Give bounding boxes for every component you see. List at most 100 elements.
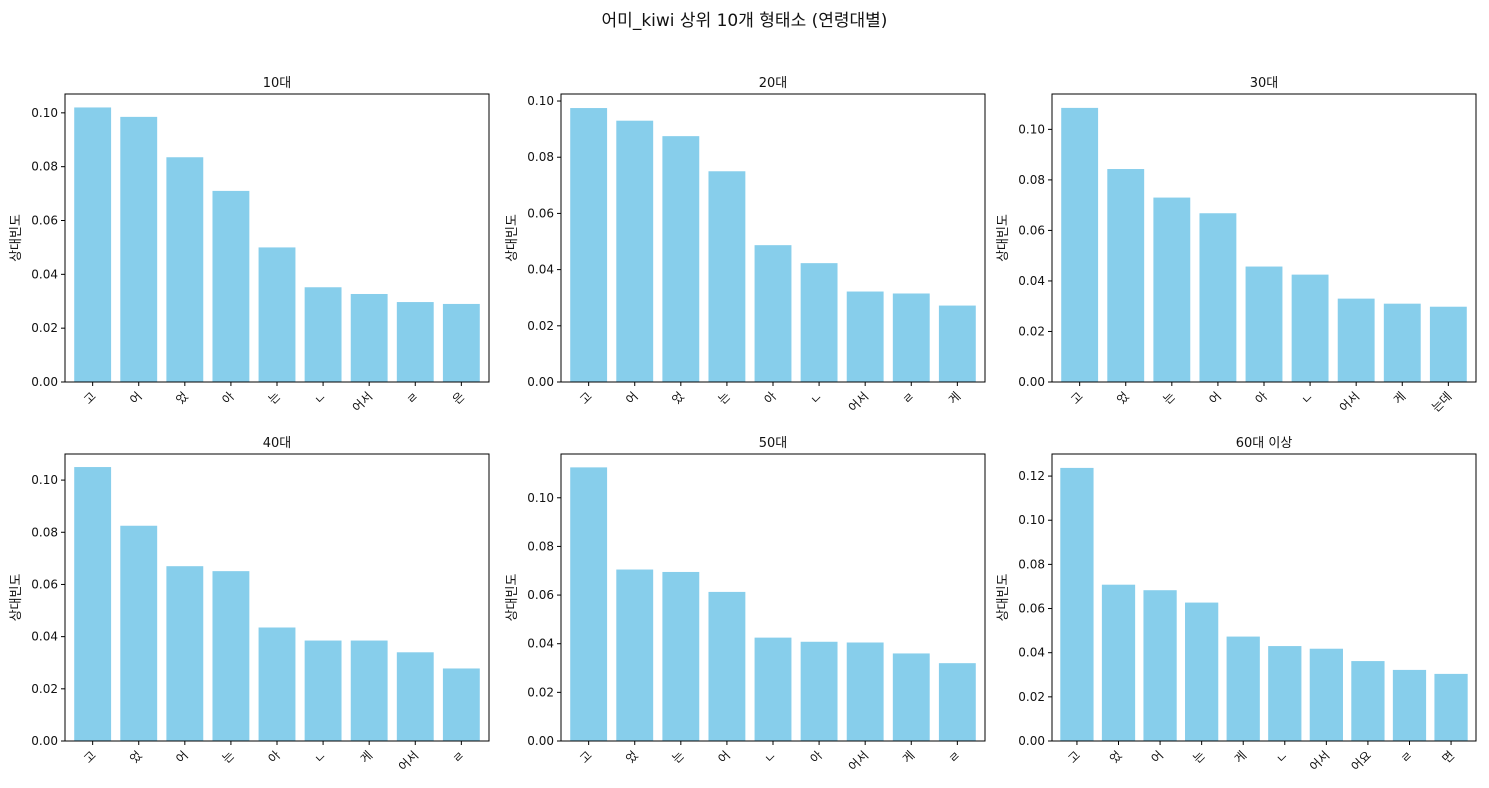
y-tick-label: 0.06 xyxy=(31,214,58,228)
y-tick-label: 0.06 xyxy=(1018,602,1045,616)
bar-3 xyxy=(1143,590,1177,741)
bar-1 xyxy=(1060,467,1094,741)
bar-7 xyxy=(350,293,388,382)
y-tick-label: 0.02 xyxy=(31,321,58,335)
y-tick-label: 0.04 xyxy=(31,267,58,281)
x-tick-label: 어 xyxy=(1206,389,1224,407)
bar-9 xyxy=(442,668,480,741)
x-tick-label: 은 xyxy=(450,389,468,407)
subplot-title: 10대 xyxy=(263,76,292,91)
x-tick-label: 었 xyxy=(1107,748,1125,766)
x-tick-label: 었 xyxy=(669,389,687,407)
bar-3 xyxy=(166,566,204,741)
bar-9 xyxy=(1429,306,1467,382)
bar-1 xyxy=(1061,107,1099,382)
y-tick-label: 0.10 xyxy=(1018,122,1045,136)
x-tick-label: ㄴ xyxy=(807,389,825,407)
x-tick-label: ㄴ xyxy=(311,748,329,766)
x-tick-label: 고 xyxy=(1065,748,1083,766)
x-tick-label: ㄹ xyxy=(450,748,468,766)
x-tick-label: 어서 xyxy=(846,389,872,415)
x-tick-label: 고 xyxy=(577,389,595,407)
x-tick-label: 아 xyxy=(761,389,779,407)
x-tick-label: 고 xyxy=(1068,389,1086,407)
y-tick-label: 0.00 xyxy=(31,375,58,389)
x-tick-label: 아 xyxy=(265,748,283,766)
x-tick-label: 고 xyxy=(577,748,595,766)
y-axis-label: 상대빈도 xyxy=(996,214,1011,262)
bar-7 xyxy=(1337,298,1375,382)
x-tick-label: 게 xyxy=(1232,748,1250,766)
bar-8 xyxy=(892,293,930,382)
x-tick-label: 어 xyxy=(715,748,733,766)
bar-5 xyxy=(1226,636,1260,741)
x-tick-label: 었 xyxy=(127,748,145,766)
bar-5 xyxy=(1245,266,1283,382)
bar-8 xyxy=(1383,303,1421,382)
bar-10 xyxy=(1434,673,1468,741)
y-tick-label: 0.08 xyxy=(1018,557,1045,571)
y-tick-label: 0.08 xyxy=(31,525,58,539)
bar-6 xyxy=(800,641,838,741)
bar-2 xyxy=(120,525,158,741)
y-tick-label: 0.02 xyxy=(1018,690,1045,704)
bar-9 xyxy=(938,663,976,741)
y-tick-label: 0.02 xyxy=(527,685,554,699)
bar-2 xyxy=(616,569,654,741)
bar-1 xyxy=(570,467,608,741)
y-axis-label: 상대빈도 xyxy=(505,214,520,262)
x-tick-label: 는 xyxy=(669,748,687,766)
x-tick-label: 아 xyxy=(1252,389,1270,407)
y-tick-label: 0.00 xyxy=(527,734,554,748)
bar-9 xyxy=(938,305,976,382)
y-axis-label: 상대빈도 xyxy=(505,574,520,622)
x-tick-label: ㄹ xyxy=(900,389,918,407)
x-tick-label: ㄴ xyxy=(1273,748,1291,766)
x-tick-label: 어서 xyxy=(396,748,422,774)
bar-8 xyxy=(1351,661,1385,741)
y-axis-label: 상대빈도 xyxy=(9,214,24,262)
x-tick-label: 어 xyxy=(1148,748,1166,766)
subplot-title: 50대 xyxy=(759,436,788,451)
bar-1 xyxy=(74,107,112,383)
bar-3 xyxy=(166,157,204,382)
x-tick-label: 게 xyxy=(900,748,918,766)
bar-4 xyxy=(1185,602,1219,741)
x-tick-label: 게 xyxy=(1391,389,1409,407)
bar-2 xyxy=(616,120,654,382)
x-tick-label: 게 xyxy=(946,389,964,407)
y-tick-label: 0.06 xyxy=(527,206,554,220)
bar-7 xyxy=(846,291,884,382)
bar-4 xyxy=(212,571,250,741)
y-tick-label: 0.06 xyxy=(527,588,554,602)
subplot-title: 60대 이상 xyxy=(1236,436,1293,451)
x-tick-label: ㄴ xyxy=(1298,389,1316,407)
y-tick-label: 0.04 xyxy=(1018,646,1045,660)
x-tick-label: 어서 xyxy=(350,389,376,415)
y-tick-label: 0.06 xyxy=(31,577,58,591)
bar-1 xyxy=(570,108,608,383)
x-tick-label: 게 xyxy=(358,748,376,766)
bar-1 xyxy=(74,467,112,741)
y-tick-label: 0.10 xyxy=(527,491,554,505)
subplot-title: 40대 xyxy=(263,436,292,451)
bar-4 xyxy=(212,190,250,382)
x-tick-label: 는 xyxy=(715,389,733,407)
bar-6 xyxy=(800,263,838,382)
subplot-2: 0.00 0.02 0.04 0.06 0.08 0.10 고 어 었 는 아 ㄴ 어서 ㄹ 게 20대상대빈… xyxy=(505,76,986,415)
subplot-6: 0.00 0.02 0.04 0.06 0.08 0.10 0.12 고 었 어 는 게 ㄴ 어서 어요 ㄹ 면… xyxy=(996,436,1477,774)
subplot-4: 0.00 0.02 0.04 0.06 0.08 0.10 고 었 어 는 아 ㄴ 게 어서 ㄹ 40대상대빈… xyxy=(9,436,490,774)
y-tick-label: 0.02 xyxy=(1018,324,1045,338)
subplot-1: 0.00 0.02 0.04 0.06 0.08 0.10 고 어 었 아 는 ㄴ 어서 ㄹ 은 10대상대빈… xyxy=(9,76,490,415)
x-tick-label: 는 xyxy=(1160,389,1178,407)
figure-title: 어미_kiwi 상위 10개 형태소 (연령대별) xyxy=(601,11,888,31)
y-tick-label: 0.00 xyxy=(1018,734,1045,748)
x-tick-label: 었 xyxy=(1114,389,1132,407)
bar-5 xyxy=(258,247,296,382)
bar-8 xyxy=(396,302,434,382)
bar-5 xyxy=(754,245,792,382)
bar-4 xyxy=(1199,213,1237,382)
x-tick-label: 어서 xyxy=(846,748,872,774)
bar-8 xyxy=(892,653,930,741)
bar-5 xyxy=(754,637,792,741)
